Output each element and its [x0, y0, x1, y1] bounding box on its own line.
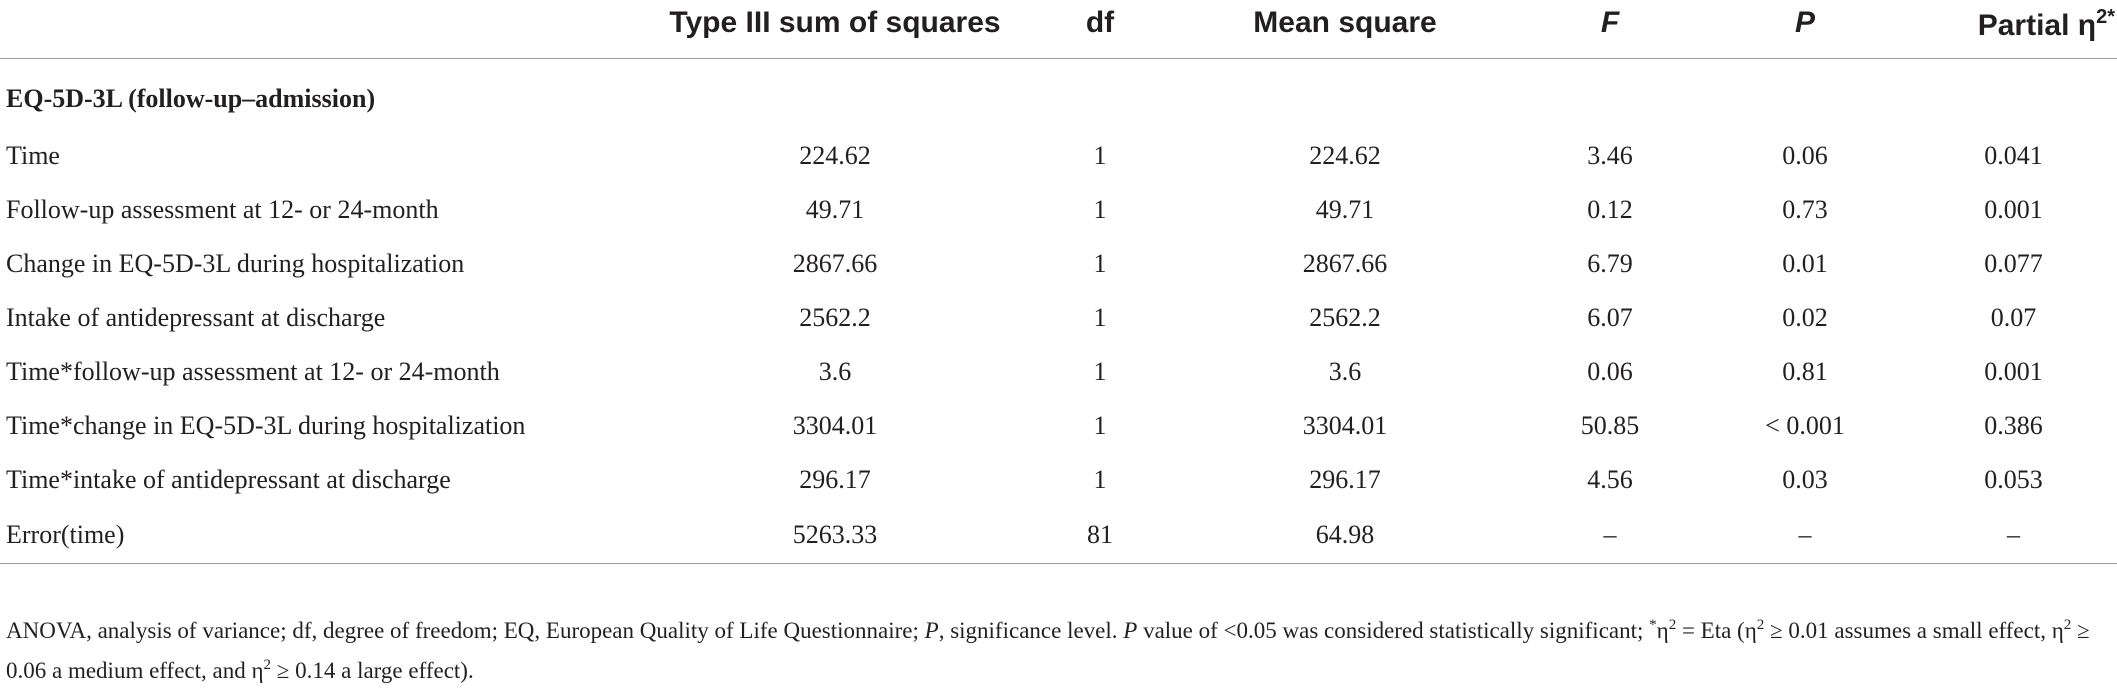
cell-sum-of-squares: 224.62	[799, 141, 871, 170]
cell-df: 1	[1093, 411, 1107, 440]
cell-partial-eta: –	[1910, 507, 2117, 564]
table-row: Change in EQ-5D-3L during hospitalizatio…	[0, 237, 2117, 291]
row-label: Intake of antidepressant at discharge	[6, 303, 386, 332]
cell-f: 50.85	[1580, 411, 1640, 440]
cell-partial-eta: 0.001	[1984, 357, 2043, 386]
table-header: Type III sum of squares df Mean square F…	[0, 0, 2117, 59]
cell-df: 81	[1030, 507, 1170, 564]
table-row: Time*follow-up assessment at 12- or 24-m…	[0, 345, 2117, 399]
cell-mean-square: 3.6	[1328, 357, 1362, 386]
cell-mean-square: 296.17	[1309, 465, 1381, 494]
footnote-sup: 2	[263, 657, 272, 673]
row-label: Time*follow-up assessment at 12- or 24-m…	[6, 357, 500, 386]
table-row: Time 224.62 1 224.62 3.46 0.06 0.041	[0, 129, 2117, 183]
cell-mean-square: 224.62	[1309, 141, 1381, 170]
cell-p: 0.03	[1782, 465, 1828, 494]
row-label: Follow-up assessment at 12- or 24-month	[6, 195, 439, 224]
cell-sum-of-squares: 2867.66	[792, 249, 878, 278]
header-f: F	[1520, 0, 1700, 59]
row-label: Error(time)	[0, 507, 640, 564]
cell-p: 0.02	[1782, 303, 1828, 332]
cell-partial-eta: 0.041	[1984, 141, 2043, 170]
anova-table: Type III sum of squares df Mean square F…	[0, 0, 2117, 564]
table-row: Follow-up assessment at 12- or 24-month …	[0, 183, 2117, 237]
cell-df: 1	[1093, 357, 1107, 386]
footnote-p-symbol: P	[924, 618, 939, 643]
cell-f: 6.07	[1587, 303, 1633, 332]
cell-f: –	[1520, 507, 1700, 564]
header-partial-eta: Partial η2*	[1910, 0, 2117, 59]
cell-df: 1	[1093, 465, 1107, 494]
cell-p: 0.01	[1782, 249, 1828, 278]
table-row: Time*change in EQ-5D-3L during hospitali…	[0, 399, 2117, 453]
header-partial-eta-text: Partial η	[1977, 9, 2097, 42]
row-label: Time	[6, 141, 60, 170]
row-label: Time*change in EQ-5D-3L during hospitali…	[6, 411, 526, 440]
cell-partial-eta: 0.053	[1984, 465, 2043, 494]
header-partial-eta-sup: 2*	[2096, 6, 2115, 28]
table-footnote: ANOVA, analysis of variance; df, degree …	[6, 608, 2106, 688]
cell-df: 1	[1093, 195, 1107, 224]
header-mean-square: Mean square	[1170, 0, 1520, 59]
table-row: Error(time) 5263.33 81 64.98 – – –	[0, 507, 2117, 564]
footnote-sup: 2	[1756, 617, 1765, 633]
cell-p: 0.73	[1782, 195, 1828, 224]
cell-f: 3.46	[1587, 141, 1633, 170]
cell-df: 1	[1093, 249, 1107, 278]
footnote-sup: 2	[2063, 617, 2072, 633]
cell-p: < 0.001	[1765, 411, 1845, 440]
footnote-text-5: ≥ 0.01 assumes a small effect, η	[1764, 618, 2064, 643]
cell-mean-square: 2562.2	[1309, 303, 1381, 332]
header-p: P	[1700, 0, 1910, 59]
cell-p: 0.06	[1782, 141, 1828, 170]
cell-sum-of-squares: 49.71	[805, 195, 865, 224]
cell-mean-square: 2867.66	[1302, 249, 1388, 278]
cell-mean-square: 3304.01	[1302, 411, 1388, 440]
cell-partial-eta: 0.386	[1984, 411, 2043, 440]
section-title: EQ-5D-3L (follow-up–admission)	[6, 84, 376, 113]
cell-df: 1	[1093, 141, 1107, 170]
header-df: df	[1030, 0, 1170, 59]
footnote-star: *	[1649, 617, 1657, 633]
footnote-p-symbol: P	[1123, 618, 1138, 643]
footnote-text-1: ANOVA, analysis of variance; df, degree …	[6, 618, 925, 643]
cell-f: 0.12	[1587, 195, 1633, 224]
footnote-text-7: ≥ 0.14 a large effect).	[271, 658, 474, 683]
cell-mean-square: 64.98	[1170, 507, 1520, 564]
cell-df: 1	[1093, 303, 1107, 332]
cell-f: 0.06	[1587, 357, 1633, 386]
footnote-text-4: = Eta (η	[1676, 618, 1757, 643]
cell-p: –	[1700, 507, 1910, 564]
footnote-text-2: , significance level.	[938, 618, 1124, 643]
footnote-sup: 2	[1668, 617, 1677, 633]
table-row: Intake of antidepressant at discharge 25…	[0, 291, 2117, 345]
anova-table-container: Type III sum of squares df Mean square F…	[0, 0, 2117, 564]
cell-partial-eta: 0.001	[1984, 195, 2043, 224]
cell-partial-eta: 0.077	[1984, 249, 2043, 278]
cell-sum-of-squares: 3304.01	[792, 411, 878, 440]
cell-f: 6.79	[1587, 249, 1633, 278]
cell-sum-of-squares: 3.6	[818, 357, 852, 386]
cell-sum-of-squares: 296.17	[799, 465, 871, 494]
header-label	[0, 0, 640, 59]
footnote-eta: η	[1656, 618, 1669, 643]
cell-p: 0.81	[1782, 357, 1828, 386]
header-sum-of-squares: Type III sum of squares	[640, 0, 1030, 59]
header-row: Type III sum of squares df Mean square F…	[0, 0, 2117, 59]
cell-f: 4.56	[1587, 465, 1633, 494]
cell-sum-of-squares: 2562.2	[799, 303, 871, 332]
table-body: EQ-5D-3L (follow-up–admission) Time 224.…	[0, 59, 2117, 564]
row-label: Time*intake of antidepressant at dischar…	[6, 465, 451, 494]
cell-sum-of-squares: 5263.33	[640, 507, 1030, 564]
cell-partial-eta: 0.07	[1990, 303, 2037, 332]
row-label: Change in EQ-5D-3L during hospitalizatio…	[6, 249, 465, 278]
section-row: EQ-5D-3L (follow-up–admission)	[0, 59, 2117, 130]
footnote-text-3: value of <0.05 was considered statistica…	[1137, 618, 1650, 643]
footnote-text-6: ≥ 0.06 a medium effect, and η	[6, 618, 2090, 683]
cell-mean-square: 49.71	[1315, 195, 1375, 224]
table-row: Time*intake of antidepressant at dischar…	[0, 453, 2117, 507]
